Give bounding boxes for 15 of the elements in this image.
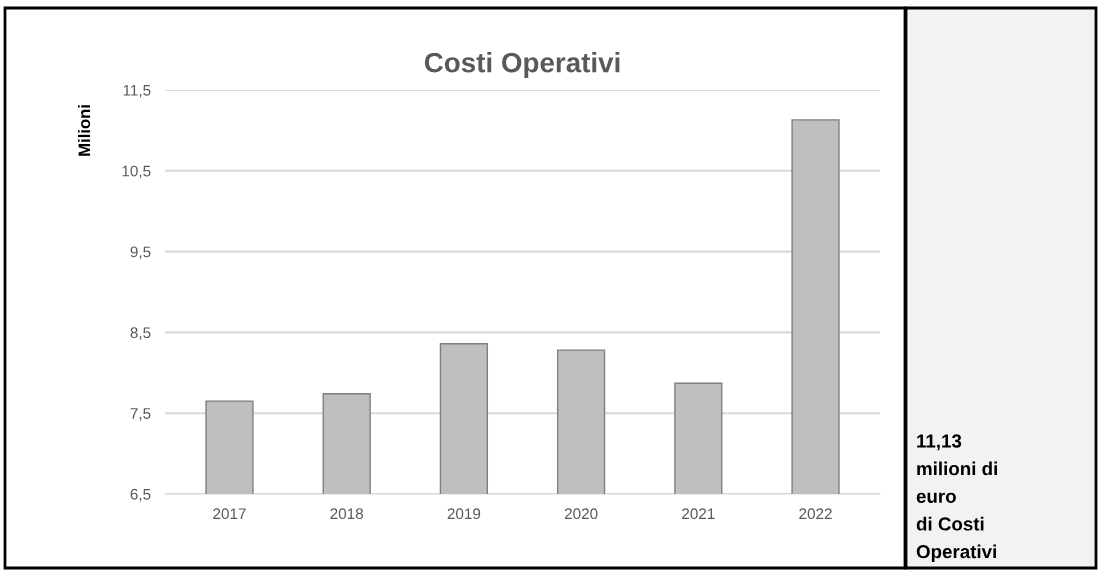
chart-title: Costi Operativi xyxy=(424,52,620,78)
text: 11,13 milioni di euro di Costi Operativi xyxy=(916,434,997,562)
y-tick-label: 11,5 xyxy=(123,85,151,98)
x-tick-label: 2022 xyxy=(799,508,832,520)
x-tick-label: 2019 xyxy=(447,508,481,520)
y-tick-label: 9,5 xyxy=(130,246,151,260)
y-tick-label: 8,5 xyxy=(130,327,151,340)
x-tick-label: 2021 xyxy=(682,508,715,520)
y-tick-label: 7,5 xyxy=(130,408,151,421)
y-tick-label: 10,5 xyxy=(122,165,151,179)
x-tick-label: 2020 xyxy=(564,508,598,520)
x-tick-label: 2018 xyxy=(330,508,364,520)
x-tick-label: 2017 xyxy=(213,508,246,520)
y-tick-label: 6,5 xyxy=(130,488,151,502)
y-axis-title: Milioni xyxy=(77,105,91,156)
